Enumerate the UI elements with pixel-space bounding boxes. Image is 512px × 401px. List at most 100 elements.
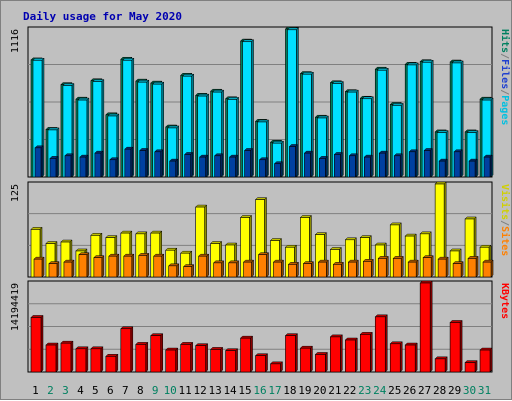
bar-sites-day-13-side xyxy=(221,260,224,278)
bar-sites-day-16 xyxy=(257,252,270,278)
bar-pages-day-28 xyxy=(438,158,448,178)
x-tick-day-5: 5 xyxy=(92,384,99,397)
bar-pages-day-28-face xyxy=(438,160,446,178)
bar-pages-day-8 xyxy=(139,147,149,178)
bar-sites-day-7-side xyxy=(131,253,135,278)
bar-sites-day-3-face xyxy=(63,261,73,278)
bar-pages-day-15 xyxy=(243,147,254,178)
bar-pages-day-11-side xyxy=(190,151,193,178)
bar-sites-day-15-side xyxy=(251,259,254,278)
x-tick-day-20: 20 xyxy=(313,384,326,397)
panel-visits: 125 Visits/Sites xyxy=(10,181,511,278)
bar-kbytes-day-26 xyxy=(404,342,418,373)
bar-kbytes-day-31 xyxy=(479,347,493,373)
bar-sites-day-28 xyxy=(437,256,449,278)
legend-pages-label: Pages xyxy=(499,95,510,125)
x-tick-day-9: 9 xyxy=(152,384,159,397)
bar-sites-day-30-face xyxy=(467,258,477,278)
bar-kbytes-day-14 xyxy=(224,348,239,373)
legend-kbytes-label: KBytes xyxy=(499,283,510,319)
bar-kbytes-day-30-face xyxy=(464,362,476,373)
bar-sites-day-10 xyxy=(168,263,180,278)
bar-sites-day-22 xyxy=(347,259,359,278)
legend-sep-label: / xyxy=(499,53,510,59)
bar-pages-day-13-face xyxy=(214,155,221,178)
x-tick-day-31: 31 xyxy=(478,384,491,397)
bar-kbytes-day-15 xyxy=(239,335,254,373)
bar-sites-day-18-face xyxy=(288,264,297,278)
bar-sites-day-10-side xyxy=(176,263,179,278)
x-tick-day-8: 8 xyxy=(137,384,144,397)
bar-pages-day-29-face xyxy=(453,151,461,178)
bar-pages-day-25-face xyxy=(393,155,401,178)
bar-pages-day-1-face xyxy=(34,147,42,178)
bar-pages-day-2-face xyxy=(49,158,57,178)
x-tick-day-12: 12 xyxy=(194,384,207,397)
bar-sites-day-4 xyxy=(78,252,90,278)
bar-sites-day-11-side xyxy=(191,263,194,278)
bar-files-day-17 xyxy=(271,140,285,178)
bar-pages-day-6 xyxy=(109,157,119,178)
bar-sites-day-2-face xyxy=(48,263,58,278)
bar-pages-day-19 xyxy=(303,150,314,178)
bar-pages-day-8-side xyxy=(145,147,149,178)
bar-sites-day-11-face xyxy=(183,266,192,278)
bar-kbytes-day-25-face xyxy=(389,343,401,373)
x-tick-day-22: 22 xyxy=(343,384,356,397)
x-tick-day-4: 4 xyxy=(77,384,84,397)
bar-sites-day-26 xyxy=(407,259,419,278)
bar-kbytes-day-23 xyxy=(359,331,373,373)
legend-visits-label: Visits xyxy=(499,184,511,220)
bar-sites-day-22-face xyxy=(348,261,357,278)
legend-hits-label: Hits xyxy=(499,29,511,53)
x-tick-day-17: 17 xyxy=(268,384,281,397)
x-tick-day-6: 6 xyxy=(107,384,114,397)
bar-pages-day-24-face xyxy=(378,152,386,178)
bar-kbytes-day-5-face xyxy=(90,348,102,373)
bar-sites-day-30 xyxy=(467,255,479,278)
bar-pages-day-14-side xyxy=(235,154,238,178)
bar-sites-day-6-face xyxy=(108,255,118,278)
bar-kbytes-day-3-face xyxy=(60,342,72,373)
bar-files-day-11 xyxy=(182,73,195,178)
bar-kbytes-day-10 xyxy=(165,347,179,373)
bar-pages-day-3 xyxy=(64,153,74,178)
x-tick-day-3: 3 xyxy=(62,384,69,397)
bar-pages-day-2 xyxy=(49,155,59,178)
bar-pages-day-7 xyxy=(124,146,134,178)
bar-sites-day-6 xyxy=(108,253,120,278)
panel-visits-legend: Visits/Sites xyxy=(499,184,511,256)
bar-pages-day-23-face xyxy=(363,156,371,178)
bar-pages-day-12-side xyxy=(205,154,208,178)
bar-pages-day-5-face xyxy=(94,152,102,178)
bar-pages-day-22 xyxy=(348,153,358,178)
bar-sites-day-29-face xyxy=(452,263,462,278)
bar-pages-day-22-face xyxy=(349,155,356,178)
bar-kbytes-day-16-face xyxy=(255,355,266,373)
x-tick-day-23: 23 xyxy=(358,384,371,397)
bar-sites-day-15 xyxy=(242,259,255,278)
x-tick-day-18: 18 xyxy=(283,384,296,397)
bar-sites-day-12 xyxy=(198,253,210,278)
bar-pages-day-15-face xyxy=(244,150,251,178)
bar-kbytes-day-21-face xyxy=(330,336,341,373)
bar-pages-day-31-face xyxy=(483,156,491,178)
bar-kbytes-day-13-face xyxy=(210,349,221,373)
bar-kbytes-day-21 xyxy=(329,334,343,373)
bar-sites-day-16-face xyxy=(258,254,267,278)
bar-sites-day-15-face xyxy=(243,261,252,278)
bar-kbytes-day-20 xyxy=(314,351,328,373)
bar-sites-day-24-face xyxy=(377,258,387,278)
bar-files-day-24 xyxy=(376,67,389,178)
x-tick-day-13: 13 xyxy=(208,384,221,397)
legend-sites-label: Sites xyxy=(499,226,511,256)
bar-pages-day-30-face xyxy=(468,160,476,178)
bar-sites-day-17 xyxy=(272,259,285,278)
bar-pages-day-23 xyxy=(363,154,373,178)
panel-visits-ymax-label: 125 xyxy=(10,184,21,202)
bar-sites-day-25 xyxy=(392,255,404,278)
x-tick-day-11: 11 xyxy=(179,384,192,397)
bar-sites-day-3-side xyxy=(71,259,75,278)
panel-hits-ymax-label: 1116 xyxy=(10,29,21,53)
bar-kbytes-day-18 xyxy=(284,333,299,373)
